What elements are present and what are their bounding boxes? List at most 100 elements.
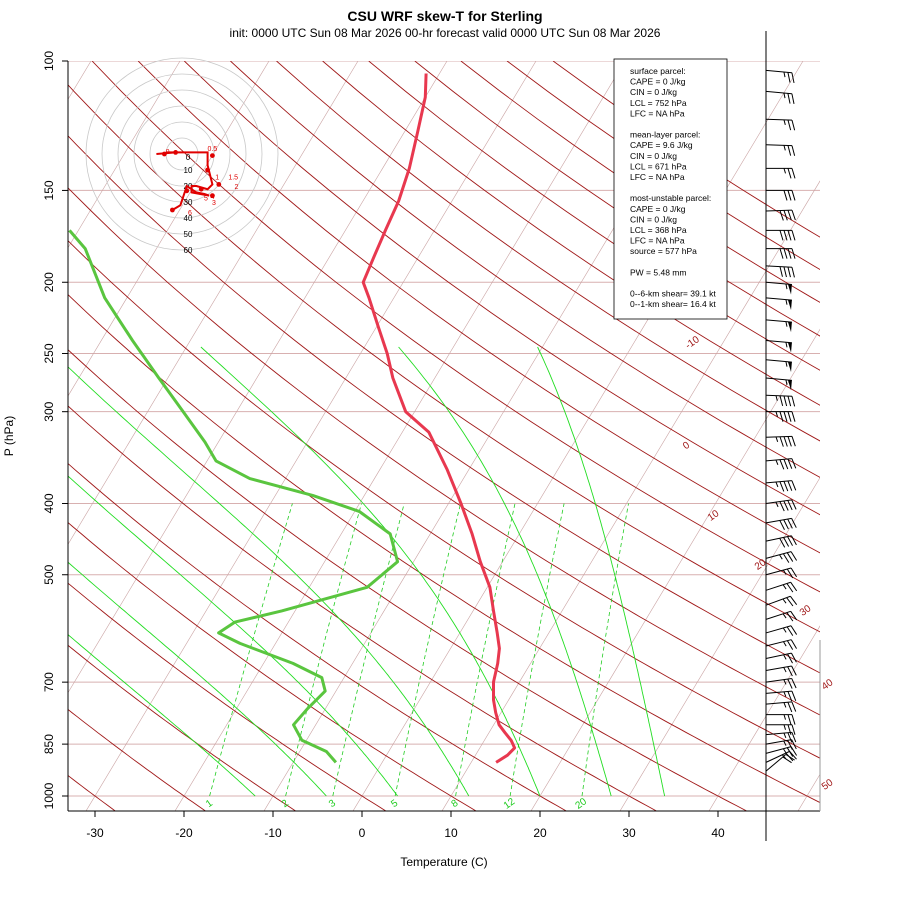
wind-barb-flag (787, 342, 792, 353)
wind-barb-full (791, 396, 796, 407)
wind-barb-full (791, 701, 797, 712)
wind-barb-full (779, 248, 784, 259)
wind-barb-full (790, 652, 797, 663)
wind-barb-half (775, 436, 779, 442)
wind-barb-full (787, 230, 792, 241)
wind-barb-full (787, 119, 792, 131)
wind-barb-half (782, 627, 787, 633)
dry-adiabat-line (322, 61, 820, 406)
y-tick-label: 150 (42, 180, 56, 200)
x-tick-label: 0 (359, 826, 366, 840)
wind-barb-shaft (765, 435, 793, 438)
mixing-ratio-line (332, 503, 405, 797)
mixing-ratio-labels: 1 2 3 5 8 12 20 (204, 796, 589, 812)
wind-barb-full (779, 436, 784, 447)
wind-barb-full (783, 537, 790, 547)
isotherm-line (85, 61, 537, 811)
y-tick-label: 700 (42, 672, 56, 692)
wind-barb-shaft (765, 739, 792, 745)
wind-barb-half (775, 395, 778, 401)
dry-adiabat-line (68, 582, 387, 811)
info-line: LCL = 671 hPa (630, 161, 687, 171)
y-tick-label: 850 (42, 734, 56, 754)
wind-barb-full (787, 480, 793, 491)
wind-barb-half (783, 641, 787, 647)
wind-barb-full (791, 678, 797, 689)
x-tick-label: 30 (622, 826, 636, 840)
hodograph-ring-label: 60 (184, 246, 193, 255)
wind-barb-full (787, 702, 793, 713)
wind-barb-full (787, 518, 793, 529)
mixing-ratio-label: 20 (574, 796, 590, 812)
wind-barb-full (786, 583, 794, 593)
info-line: CAPE = 9.6 J/kg (630, 140, 693, 150)
wind-barb-full (783, 395, 788, 407)
temperature-profile (361, 73, 517, 764)
info-line: surface parcel: (630, 66, 686, 76)
x-tick-label: 10 (444, 826, 458, 840)
wind-barb-full (787, 458, 793, 469)
axes (67, 61, 821, 812)
wind-barb-full (791, 732, 797, 743)
wind-barb-half (785, 379, 788, 386)
dry-adiabat-line (230, 61, 820, 478)
wind-barb-full (779, 395, 784, 407)
info-line: CIN = 0 J/kg (630, 87, 677, 97)
wind-barb-full (779, 481, 785, 492)
isotherm-label: 10 (706, 508, 722, 524)
y-axis-title: P (hPa) (2, 416, 16, 456)
wind-barb-shaft (765, 118, 793, 121)
chart-title: CSU WRF skew-T for Sterling (347, 8, 542, 24)
wind-barb-half (775, 411, 778, 417)
wind-barb-shaft (765, 701, 792, 705)
hodograph-ring (85, 57, 279, 251)
hodograph-point (198, 186, 204, 192)
mixing-ratio-line (285, 503, 362, 797)
wind-barb-full (791, 665, 797, 676)
isotherm-line (68, 61, 270, 397)
mixing-ratio-lines (209, 503, 629, 797)
isotherm-label: 0 (681, 440, 692, 452)
wind-barb-full (783, 190, 788, 201)
wind-barb-full (790, 551, 798, 561)
wind-barb-full (779, 520, 785, 530)
wind-barb-shaft (765, 480, 792, 484)
wind-barb-full (787, 210, 792, 221)
wind-barb-shaft (765, 297, 792, 301)
dry-adiabat-line (368, 61, 820, 371)
wind-barb-half (783, 145, 786, 151)
mixing-ratio-label: 8 (450, 798, 461, 810)
y-tick-label: 100 (42, 51, 56, 71)
hodograph-point-label: 5 (204, 195, 208, 202)
wind-barb-full (791, 248, 796, 259)
sounding-profiles (68, 73, 517, 764)
isotherm-line (530, 328, 820, 811)
hodograph-point-label: 2 (234, 184, 238, 191)
wind-barb-half (782, 613, 787, 619)
wind-barb-half (783, 71, 786, 78)
wind-barb-half (783, 119, 786, 126)
wind-barb-full (787, 724, 792, 735)
info-line: LFC = NA hPa (630, 172, 685, 182)
wind-barb-shaft (765, 535, 792, 542)
wind-barb-half (782, 748, 787, 754)
wind-barb-full (787, 653, 793, 664)
dry-adiabat-line (68, 135, 820, 674)
wind-barb-full (790, 611, 798, 621)
moist-adiabat-line (537, 346, 666, 797)
info-line: LFC = NA hPa (630, 108, 685, 118)
wind-barb-full (790, 625, 798, 635)
wind-barb-full (787, 266, 791, 278)
wind-barb-shaft (765, 144, 793, 147)
wind-barb-full (791, 267, 795, 278)
wind-barb-full (786, 747, 794, 757)
y-tick-label: 300 (42, 401, 56, 421)
wind-barb-half (783, 691, 787, 697)
info-line: LFC = NA hPa (630, 236, 685, 246)
wind-barb-flag (787, 361, 792, 373)
wind-barb-full (791, 119, 796, 131)
wind-barb-shaft (765, 265, 792, 268)
wind-barb-half (783, 740, 787, 746)
